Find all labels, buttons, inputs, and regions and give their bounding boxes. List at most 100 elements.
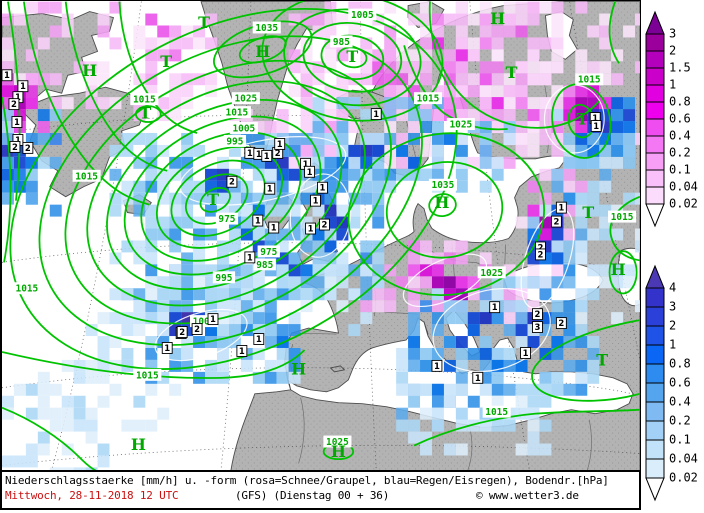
country-border (467, 427, 473, 471)
precip-cell (408, 395, 421, 408)
precip-cell (169, 192, 182, 205)
precip-cell (431, 300, 444, 313)
isobar-label-bg (133, 368, 162, 381)
precip-value-layer: 1112112211112111211121111211221111122212… (2, 69, 602, 384)
isobar-label-bg (222, 106, 251, 119)
precip-cell (491, 371, 504, 384)
precip-cell-rain (2, 168, 14, 181)
precip-cell (288, 13, 301, 26)
precip-cell (288, 312, 301, 325)
precip-cell (205, 37, 217, 50)
precip-cell (240, 132, 253, 145)
precip-cell (181, 132, 194, 145)
precip-cell (240, 216, 253, 229)
precip-cell (312, 276, 325, 289)
precip-cell (372, 168, 385, 181)
precip-cell (205, 359, 217, 372)
precip-cell (431, 109, 444, 122)
isobar-label-bg (190, 315, 219, 328)
isobar-label-bg (608, 210, 637, 223)
precip-cell (408, 13, 421, 26)
isobar-line (23, 1, 150, 206)
precip-cell (455, 419, 468, 432)
precip-cell (157, 407, 170, 420)
precip-cell (300, 73, 313, 86)
precip-cell (551, 61, 564, 74)
precip-cell-rain (587, 156, 600, 169)
precip-cell (599, 25, 612, 38)
precip-cell (503, 347, 516, 360)
precip-cell (491, 85, 504, 98)
legend-box (645, 118, 665, 137)
precip-cell-snow (431, 276, 444, 289)
precip-value: 1 (558, 203, 564, 213)
isobar-label: 1015 (16, 284, 39, 295)
precip-cell-snow (157, 25, 170, 38)
precip-cell (300, 276, 313, 289)
precip-cell (515, 1, 528, 14)
pressure-center-low: T (207, 190, 219, 209)
precip-cell (336, 276, 349, 289)
precip-cell (312, 25, 325, 38)
precip-cell (455, 13, 468, 26)
precip-cell (25, 443, 38, 456)
isobar-label-bg (12, 282, 41, 295)
precip-cell (408, 73, 421, 86)
legend-tick-label: 0.1 (669, 163, 691, 177)
precip-cell (551, 168, 564, 181)
precip-cell (491, 168, 504, 181)
precip-cell (396, 419, 409, 432)
precip-cell (252, 168, 265, 181)
precip-cell (587, 228, 600, 241)
precip-cell-rain (169, 312, 182, 325)
precip-cell (216, 300, 229, 313)
precip-cell-snow (2, 97, 14, 110)
precip-cell (384, 121, 397, 133)
precip-cell (169, 204, 182, 217)
precip-cell (205, 276, 217, 289)
precip-cell (288, 204, 301, 217)
precip-cell (85, 371, 98, 384)
precip-cell (527, 49, 540, 62)
precip-cell-snow (539, 216, 552, 229)
precip-cell (455, 73, 468, 86)
precip-cell (37, 431, 50, 444)
precip-cell (37, 156, 50, 169)
precip-cell (479, 61, 492, 74)
precip-cell-rain (205, 168, 217, 181)
precip-cell (121, 419, 134, 432)
precip-cell-snow (575, 85, 588, 98)
precip-cell (145, 240, 158, 253)
legend-snow-scale: 3 2 1.5 1 0.8 0.6 0.4 0.2 0.1 0.04 0.02 (645, 10, 698, 228)
isobar-label: 1015 (578, 75, 601, 86)
precip-cell (145, 73, 158, 86)
precip-cell (431, 407, 444, 420)
precip-cell (240, 204, 253, 217)
precip-cell-rain (587, 144, 600, 157)
precip-cell (228, 192, 241, 205)
precip-cell (216, 347, 229, 360)
precip-cell (420, 61, 432, 74)
precip-cell (109, 192, 122, 205)
precip-cell (491, 37, 504, 50)
precip-value-box (317, 181, 328, 194)
precip-cell (97, 73, 110, 86)
isobar-label: 1025 (449, 120, 472, 131)
precip-cell (396, 156, 409, 169)
isobar-label: 1005 (232, 124, 255, 135)
pressure-center-high: H (291, 359, 306, 378)
precip-legend: 3 2 1.5 1 0.8 0.6 0.4 0.2 0.1 0.04 0.02 4 3 2 1 0.8 0.6 0… (645, 10, 698, 502)
precip-cell (37, 383, 50, 396)
isobar-label: 1025 (480, 268, 503, 279)
precip-value-box (207, 313, 219, 326)
country-border (298, 397, 305, 464)
precip-cell (599, 204, 612, 217)
precip-cell (193, 336, 206, 348)
precip-cell (300, 97, 313, 110)
precip-cell-rain (252, 312, 265, 325)
precip-cell (228, 144, 241, 157)
isobar-ring (238, 35, 287, 64)
isobar-label-bg (72, 169, 101, 182)
precip-cell (360, 37, 373, 50)
